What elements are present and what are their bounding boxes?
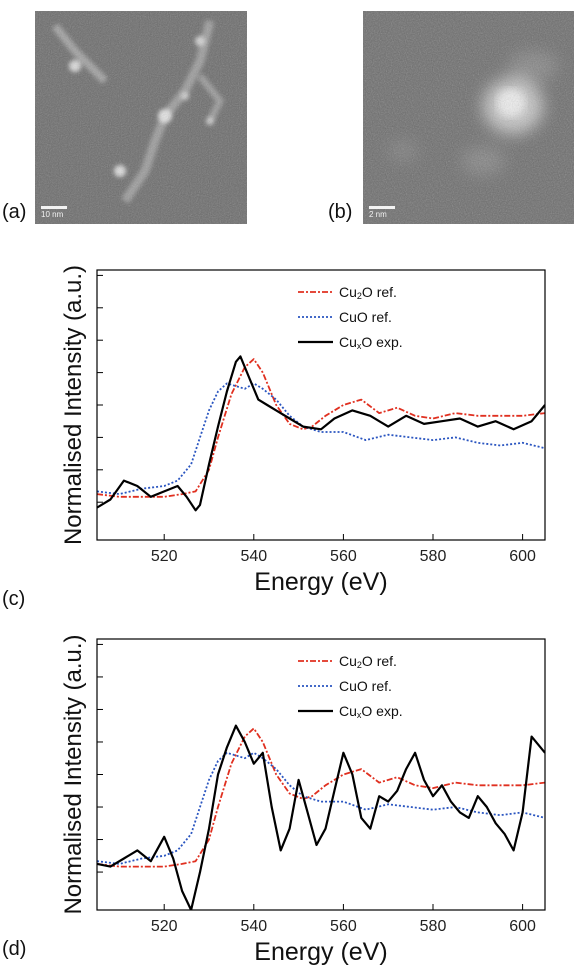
legend-label-base: Cu [339,284,357,300]
scale-bar-line [41,206,67,209]
legend-label-base: Cu [339,334,357,350]
scale-bar-text: 2 nm [369,210,387,219]
micrograph-a-image [35,11,247,224]
x-tick-label: 560 [330,918,357,935]
scale-bar-b: 2 nm [369,206,395,219]
x-tick-label: 580 [420,548,447,565]
scale-bar-a: 10 nm [41,206,67,219]
legend-label: CuO ref. [339,309,392,325]
legend-label: CuxO exp. [339,334,403,351]
legend-label-base: CuO ref. [339,678,392,694]
legend-label: Cu2O ref. [339,284,397,301]
series-line-cuxo-exp- [97,724,545,910]
scale-bar-line [369,206,395,209]
x-tick-label: 600 [509,918,536,935]
micrograph-a: 10 nm [35,11,247,224]
series-line-cuo-ref- [97,382,545,496]
panel-label-b: (b) [328,201,353,223]
x-tick-label: 520 [151,548,178,565]
series-line-cuxo-exp- [97,355,545,512]
y-axis-label: Normalised Intensity (a.u.) [60,634,87,914]
x-axis-label: Energy (eV) [254,938,387,966]
legend-label-sub: 2 [357,291,362,301]
panel-label-c: (c) [2,588,26,610]
x-axis-label: Energy (eV) [254,568,387,596]
chart-c: 520 540 560 580 600 Energy (eV) Normalised Int… [0,255,574,600]
plot-frame [96,638,546,911]
x-tick-label: 580 [420,918,447,935]
legend-label-rest: O ref. [362,284,397,300]
chart-c-svg: 520 540 560 580 600 Energy (eV) Normalised Int… [60,265,546,596]
panel-label-a: (a) [2,201,27,223]
legend-label-sub: x [357,341,362,351]
legend-label-rest: O ref. [362,653,397,669]
x-tick-label: 560 [330,548,357,565]
scale-bar-text: 10 nm [41,210,64,219]
legend-label: CuxO exp. [339,703,403,720]
x-tick-label: 600 [509,548,536,565]
y-axis-label: Normalised Intensity (a.u.) [60,265,87,545]
legend-label-rest: O exp. [361,703,402,719]
panel-label-d: (d) [2,938,27,960]
legend-label: Cu2O ref. [339,653,397,670]
x-tick-label: 540 [240,918,267,935]
x-tick-label: 540 [240,548,267,565]
micrograph-b: 2 nm [363,11,574,224]
legend-label-base: Cu [339,703,357,719]
plot-frame [96,269,546,541]
legend-label-base: CuO ref. [339,309,392,325]
x-tick-label: 520 [151,918,178,935]
chart-d-svg: 520 540 560 580 600 Energy (eV) Normalised Int… [60,634,546,966]
legend-label-sub: 2 [357,660,362,670]
chart-d: 520 540 560 580 600 Energy (eV) Normalised Int… [0,622,574,968]
series-line-cuo-ref- [97,751,545,865]
legend-label: CuO ref. [339,678,392,694]
series-line-cu2o-ref- [97,358,545,498]
legend-label-base: Cu [339,653,357,669]
legend-label-sub: x [357,710,362,720]
micrograph-b-image [363,11,574,224]
legend-label-rest: O exp. [361,334,402,350]
